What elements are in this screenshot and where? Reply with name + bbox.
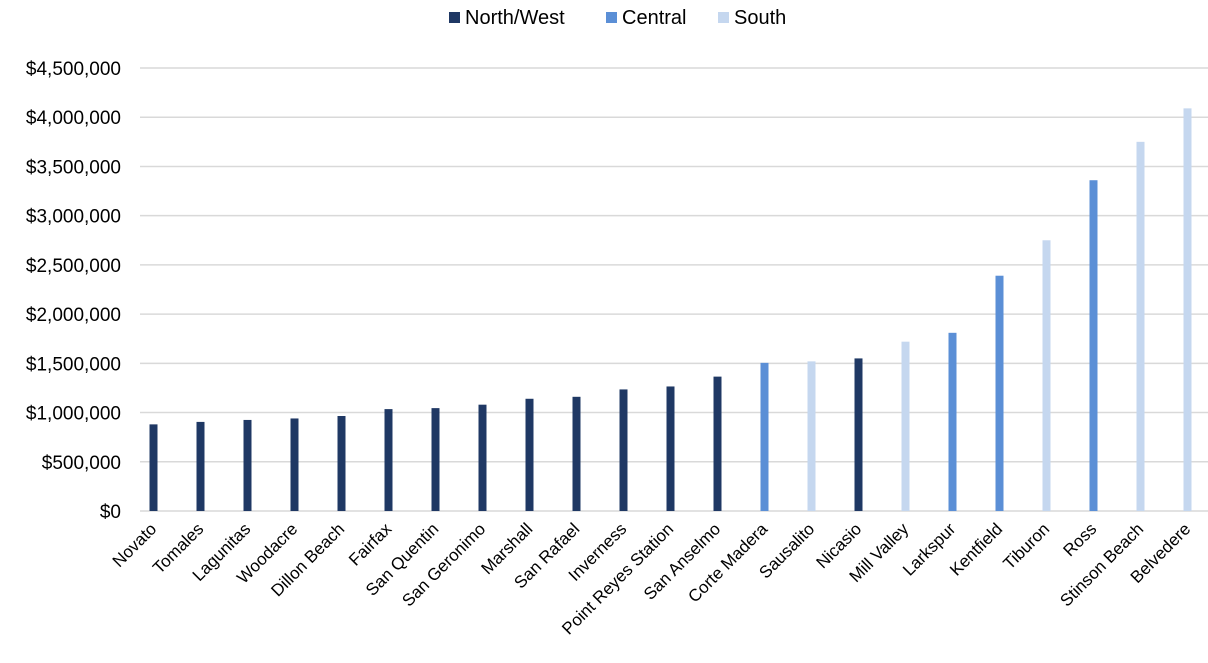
y-tick-label: $500,000 xyxy=(42,453,121,474)
bar-point-reyes-station xyxy=(666,386,675,511)
legend-label-central: Central xyxy=(622,7,686,29)
y-tick-label: $3,500,000 xyxy=(26,157,121,178)
bar-marshall xyxy=(525,398,534,511)
bar-kentfield xyxy=(995,275,1004,511)
gridlines xyxy=(140,67,1208,512)
bar-woodacre xyxy=(290,418,299,511)
legend-swatch-south xyxy=(718,12,729,23)
y-tick-label: $4,000,000 xyxy=(26,108,121,129)
bar-tomales xyxy=(196,421,205,511)
legend: North/West Central South xyxy=(449,7,786,29)
x-tick-label: San Geronimo xyxy=(398,519,489,610)
legend-label-north-west: North/West xyxy=(465,7,565,29)
y-tick-label: $4,500,000 xyxy=(26,59,121,80)
x-tick-label: Ross xyxy=(1060,519,1101,560)
bar-sausalito xyxy=(807,361,816,511)
bar-corte-madera xyxy=(760,362,769,511)
bar-novato xyxy=(149,424,158,511)
bar-belvedere xyxy=(1183,108,1192,512)
y-tick-label: $1,000,000 xyxy=(26,404,121,425)
bar-inverness xyxy=(619,389,628,511)
bar-tiburon xyxy=(1042,240,1051,511)
y-tick-label: $1,500,000 xyxy=(26,354,121,375)
bar-san-geronimo xyxy=(478,404,487,511)
legend-swatch-north-west xyxy=(449,12,460,23)
bars xyxy=(149,108,1192,512)
bar-lagunitas xyxy=(243,419,252,511)
bar-san-quentin xyxy=(431,408,440,511)
bar-mill-valley xyxy=(901,341,910,511)
y-tick-label: $3,000,000 xyxy=(26,207,121,228)
y-tick-label: $2,000,000 xyxy=(26,305,121,326)
x-tick-label: Stinson Beach xyxy=(1056,519,1147,610)
bar-san-rafael xyxy=(572,396,581,511)
bar-dillon-beach xyxy=(337,416,346,511)
bar-larkspur xyxy=(948,332,957,511)
bar-san-anselmo xyxy=(713,376,722,511)
x-tick-label: Kentfield xyxy=(946,519,1006,579)
bar-ross xyxy=(1089,180,1098,511)
y-axis: $0 $500,000 $1,000,000 $1,500,000 $2,000,000… xyxy=(26,59,121,523)
y-tick-label: $0 xyxy=(100,502,121,523)
bar-nicasio xyxy=(854,358,863,511)
legend-swatch-central xyxy=(606,12,617,23)
x-tick-label: Tiburon xyxy=(1000,519,1054,573)
legend-label-south: South xyxy=(734,7,786,29)
bar-stinson-beach xyxy=(1136,141,1145,512)
y-tick-label: $2,500,000 xyxy=(26,256,121,277)
bar-fairfax xyxy=(384,409,393,511)
